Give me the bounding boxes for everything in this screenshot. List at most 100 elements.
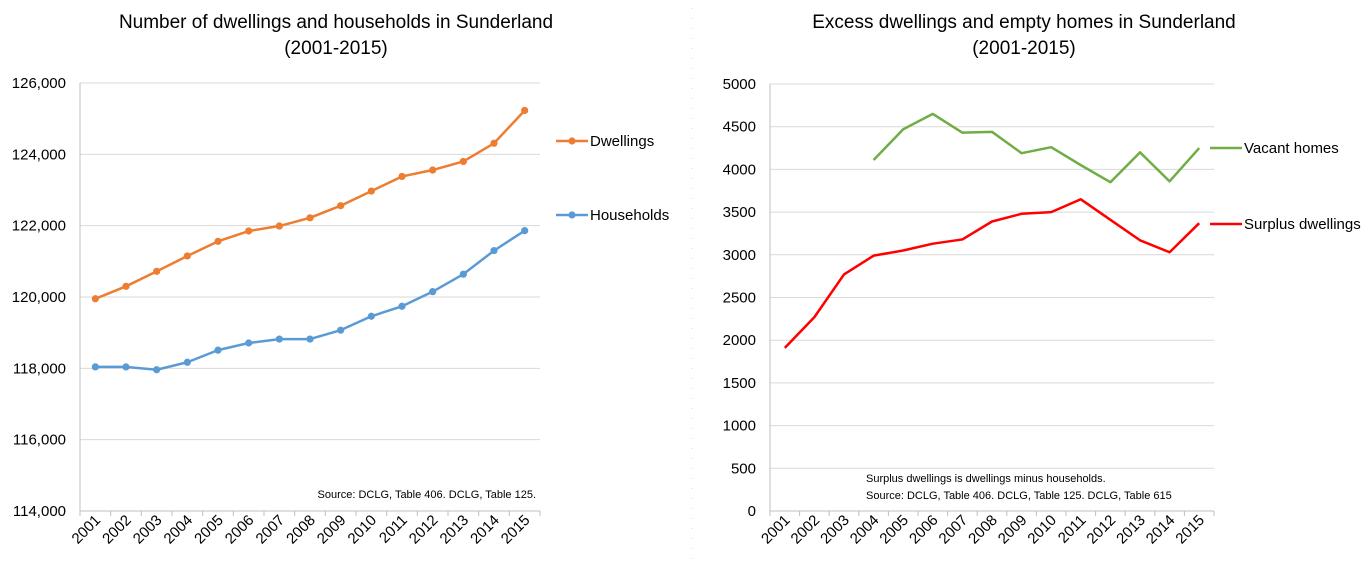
data-point	[153, 267, 161, 275]
data-point	[490, 247, 498, 255]
y-tick-label: 500	[731, 460, 756, 477]
chart1-y-axis: 114,000 116,000 118,000 120,000 122,000 124,0…	[12, 75, 66, 520]
data-point	[122, 282, 130, 290]
chart1-x-axis: 2001200220032004200520062007200820092010…	[69, 511, 541, 548]
legend-marker-1	[568, 211, 576, 219]
data-point	[521, 106, 529, 115]
legend-label-0: Dwellings	[590, 133, 654, 150]
x-tick-label: 2002	[788, 512, 824, 548]
chart1-source: Source: DCLG, Table 406. DCLG, Table 125…	[318, 489, 537, 501]
chart-dwellings-households: Number of dwellings and households in Su…	[12, 12, 669, 547]
x-tick-label: 2015	[1172, 512, 1208, 548]
x-tick-label: 2006	[222, 512, 258, 548]
y-tick-label: 4000	[723, 161, 756, 178]
series-line-1	[783, 198, 1201, 349]
data-point	[183, 252, 191, 260]
legend-label-1: Surplus dwellings	[1244, 216, 1361, 233]
data-point	[337, 326, 345, 334]
chart1-subtitle: (2001-2015)	[284, 38, 388, 59]
data-point	[275, 335, 283, 343]
data-point	[367, 312, 375, 320]
x-tick-label: 2007	[936, 512, 972, 548]
x-tick-label: 2014	[1143, 512, 1179, 548]
data-point	[367, 187, 375, 195]
data-point	[306, 335, 314, 343]
data-point	[214, 237, 222, 245]
data-point	[153, 366, 161, 374]
chart2-y-axis: 0 500 1000 1500 2000 2500 3000 3500 4000 4500 5000	[723, 76, 756, 520]
data-point	[306, 214, 314, 222]
chart2-source: Source: DCLG, Table 406. DCLG, Table 125…	[866, 490, 1172, 502]
data-point	[337, 202, 345, 210]
x-tick-label: 2004	[847, 512, 883, 548]
x-tick-label: 2003	[817, 512, 853, 548]
chart1-title: Number of dwellings and households in Su…	[119, 12, 553, 33]
chart1-legend: Dwellings Households	[556, 133, 669, 224]
x-tick-label: 2009	[995, 512, 1031, 548]
data-point	[91, 295, 99, 303]
chart2-legend: Vacant homes Surplus dwellings	[1210, 140, 1361, 233]
data-point	[398, 172, 406, 181]
y-tick-label: 4500	[723, 119, 756, 136]
data-point	[398, 302, 406, 310]
data-point	[245, 227, 253, 235]
legend-label-1: Households	[590, 207, 669, 224]
x-tick-label: 2005	[191, 512, 227, 548]
y-tick-label: 126,000	[12, 75, 66, 92]
y-tick-label: 0	[748, 503, 756, 520]
y-tick-label: 114,000	[13, 503, 66, 520]
legend-label-0: Vacant homes	[1244, 140, 1339, 157]
y-tick-label: 1500	[723, 375, 756, 392]
data-point	[91, 363, 99, 371]
x-tick-label: 2004	[161, 512, 197, 548]
data-point	[183, 358, 191, 366]
x-tick-label: 2010	[345, 512, 381, 548]
chart1-series	[91, 106, 529, 374]
x-tick-label: 2015	[498, 512, 534, 548]
series-line-1	[95, 229, 526, 372]
x-tick-label: 2010	[1024, 512, 1060, 548]
x-tick-label: 2001	[69, 512, 105, 548]
x-tick-label: 2003	[130, 512, 166, 548]
x-tick-label: 2007	[253, 512, 289, 548]
x-tick-label: 2012	[1084, 512, 1120, 548]
chart2-gridlines	[769, 83, 1214, 512]
x-tick-label: 2008	[283, 512, 319, 548]
chart-excess-empty: Excess dwellings and empty homes in Sund…	[723, 12, 1361, 547]
data-point	[429, 288, 437, 296]
x-tick-label: 2002	[99, 512, 135, 548]
y-tick-label: 5000	[723, 76, 756, 93]
data-point	[429, 166, 437, 174]
series-line-0	[872, 112, 1201, 184]
y-tick-label: 2500	[723, 290, 756, 307]
data-point	[214, 346, 222, 354]
x-tick-label: 2006	[906, 512, 942, 548]
data-point	[245, 339, 253, 347]
chart2-title: Excess dwellings and empty homes in Sund…	[812, 12, 1236, 33]
x-tick-label: 2005	[876, 512, 912, 548]
data-point	[275, 222, 283, 230]
data-point	[490, 139, 498, 147]
x-tick-label: 2008	[965, 512, 1001, 548]
x-tick-label: 2013	[437, 512, 473, 548]
y-tick-label: 3500	[723, 204, 756, 221]
data-point	[459, 157, 467, 166]
y-tick-label: 116,000	[13, 432, 66, 449]
chart1-gridlines	[79, 82, 540, 512]
chart2-x-axis: 2001200220032004200520062007200820092010…	[758, 511, 1215, 548]
data-point	[521, 227, 529, 235]
chart2-subtitle: (2001-2015)	[972, 38, 1076, 59]
data-point	[459, 270, 467, 278]
y-tick-label: 124,000	[12, 146, 66, 163]
chart2-note: Surplus dwellings is dwellings minus hou…	[866, 473, 1106, 485]
y-tick-label: 122,000	[12, 218, 66, 235]
data-point	[122, 363, 130, 371]
y-tick-label: 3000	[723, 247, 756, 264]
x-tick-label: 2013	[1113, 512, 1149, 548]
x-tick-label: 2014	[467, 512, 503, 548]
legend-marker-0	[568, 137, 576, 145]
x-tick-label: 2012	[406, 512, 442, 548]
chart2-series	[783, 112, 1201, 349]
x-tick-label: 2001	[758, 512, 794, 548]
